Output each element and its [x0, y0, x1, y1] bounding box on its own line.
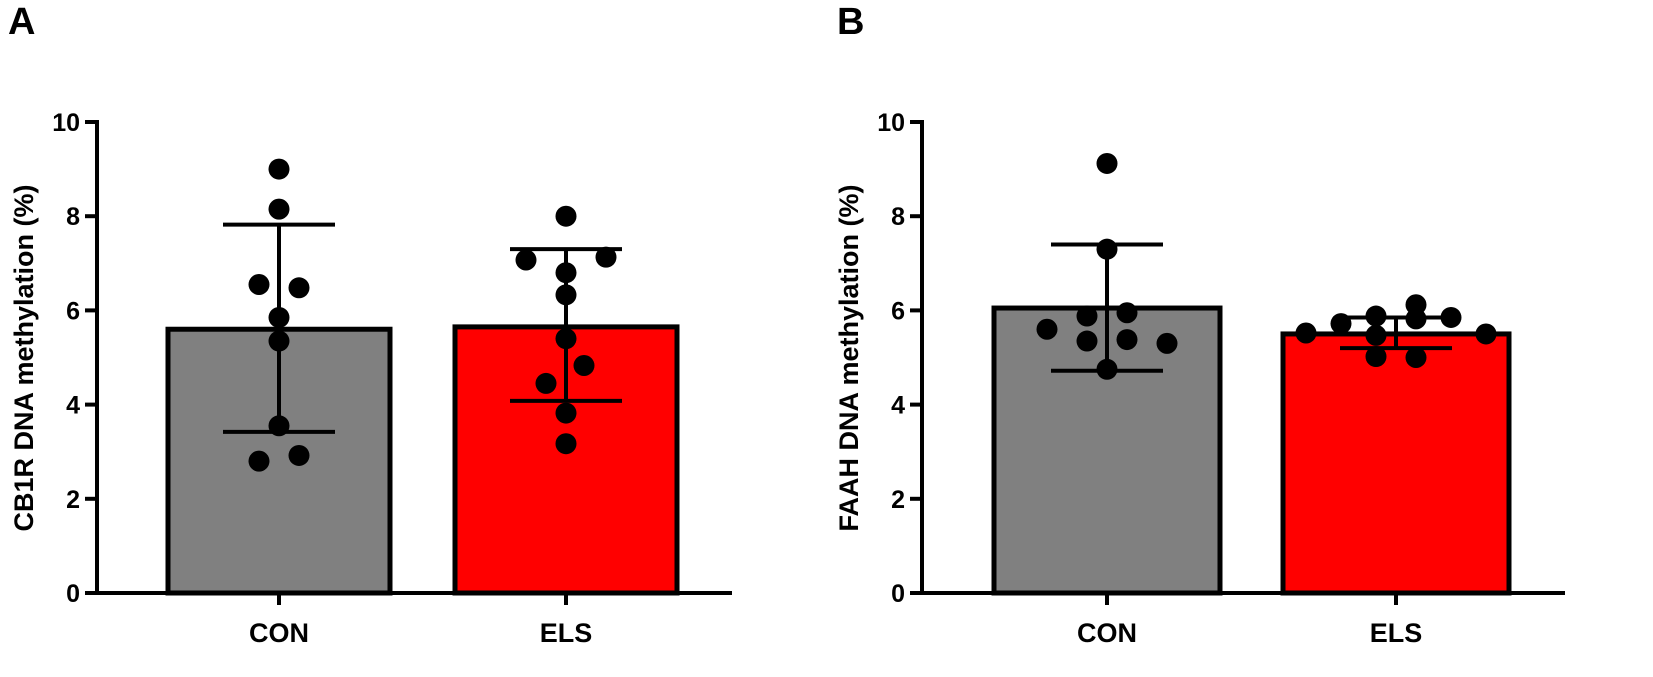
panel-a-els-data-point: [555, 205, 577, 227]
panel-b-label: B: [837, 1, 864, 43]
panel-a-con-data-point: [268, 198, 290, 220]
panel-a-y-tick-label: 0: [66, 580, 80, 608]
panel-a-y-tick-label: 8: [66, 203, 80, 231]
panel-a-y-axis-label: CB1R DNA methylation (%): [9, 184, 39, 531]
panel-b-y-tick-label: 2: [891, 486, 905, 514]
panel-b-x-tick-label: CON: [1077, 618, 1137, 648]
panel-b-y-tick-label: 10: [877, 109, 905, 137]
panel-b-y-tick-label: 4: [891, 392, 905, 420]
panel-a-els-data-point: [555, 433, 577, 455]
panel-b-con-data-point: [1116, 302, 1138, 324]
panel-b-y-tick-label: 8: [891, 203, 905, 231]
panel-b-con-data-point: [1116, 329, 1138, 351]
panel-b-y-tick-label: 0: [891, 580, 905, 608]
panel-a-y-tick-label: 2: [66, 486, 80, 514]
panel-b-els-data-point: [1295, 322, 1317, 344]
panel-a-y-tick-label: 4: [66, 392, 80, 420]
panel-a-els-data-point: [573, 355, 595, 377]
panel-b-con-data-point: [1096, 152, 1118, 174]
panel-a-con-data-point: [288, 444, 310, 466]
panel-a-y-tick-label: 6: [66, 297, 80, 325]
panel-a-con-data-point: [288, 277, 310, 299]
panel-b-con-data-point: [1036, 318, 1058, 340]
panel-b-y-tick-label: 6: [891, 297, 905, 325]
panel-b-els-data-point: [1365, 346, 1387, 368]
panel-b-bar-els: [1280, 331, 1512, 596]
panel-a-con-data-point: [268, 158, 290, 180]
panel-a-con-data-point: [248, 273, 270, 295]
panel-a-con-data-point: [248, 450, 270, 472]
panel-a-x-tick-label: CON: [249, 618, 309, 648]
panel-a-x-tick-label: ELS: [540, 618, 593, 648]
panel-b-els-data-point: [1475, 323, 1497, 345]
panel-b: B FAAH DNA methylation (%) 0 2 4 6 8 10 CON ELS: [834, 1, 1565, 648]
panel-b-y-axis-label: FAAH DNA methylation (%): [834, 184, 864, 531]
panel-a-els-data-point: [555, 402, 577, 424]
panel-b-els-data-point: [1365, 324, 1387, 346]
panel-b-x-tick-label: ELS: [1370, 618, 1423, 648]
panel-a-y-tick-label: 10: [52, 109, 80, 137]
panel-b-con-data-point: [1076, 330, 1098, 352]
panel-a-els-data-point: [595, 246, 617, 268]
panel-b-con-data-point: [1076, 305, 1098, 327]
panel-b-con-data-point: [1156, 332, 1178, 354]
panel-a-els-data-point: [515, 249, 537, 271]
panel-a-els-data-point: [535, 372, 557, 394]
panel-a: A CB1R DNA methylation (%) 0 2 4 6 8 10 CON ELS: [8, 1, 732, 648]
panel-a-label: A: [8, 1, 35, 43]
panel-b-els-data-point: [1405, 347, 1427, 368]
